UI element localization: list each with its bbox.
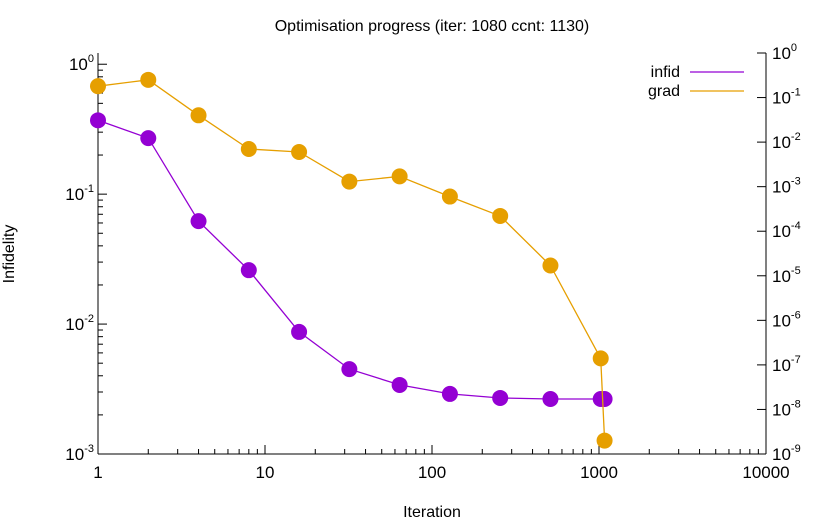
data-point-infid (240, 262, 257, 279)
data-point-grad (291, 143, 308, 160)
series-line-infid (97, 119, 605, 400)
y2-tick-label: 10-4 (772, 220, 801, 241)
y2-tick-label: 10-6 (772, 309, 801, 330)
x-tick-label: 10000 (742, 463, 789, 482)
data-point-grad (190, 107, 207, 124)
y2-tick-label: 10-1 (772, 87, 801, 108)
data-point-infid (291, 323, 308, 340)
data-point-grad (592, 350, 609, 367)
data-point-infid (391, 376, 408, 393)
x-tick-label: 10 (256, 463, 275, 482)
data-point-grad (391, 168, 408, 185)
x-tick-label: 1000 (580, 463, 618, 482)
legend-label-grad: grad (648, 83, 680, 100)
y2-tick-label: 10-3 (772, 176, 801, 197)
y2-tick-label: 10-7 (772, 354, 801, 375)
series-line-grad (97, 79, 606, 441)
data-point-grad (492, 207, 509, 224)
x-axis-label: Iteration (403, 504, 461, 521)
y2-tick-label: 10-5 (772, 265, 801, 286)
data-point-infid (492, 389, 509, 406)
data-point-grad (341, 173, 358, 190)
y-tick-label: 10-1 (65, 183, 94, 204)
data-point-grad (240, 141, 257, 158)
y-tick-label: 10-2 (65, 313, 94, 334)
data-point-grad (140, 71, 157, 88)
data-point-infid (90, 112, 106, 129)
data-point-grad (90, 78, 106, 95)
y-tick-label: 10-3 (65, 443, 94, 464)
data-point-grad (542, 257, 559, 274)
series-layer (90, 71, 613, 449)
x-tick-label: 1 (93, 463, 102, 482)
y2-tick-label: 100 (772, 42, 797, 63)
legend-label-infid: infid (651, 64, 680, 81)
x-axis-ticks: 1 10 100 1000 10000 (93, 445, 790, 482)
y2-tick-label: 10-9 (772, 443, 801, 464)
y2-tick-label: 10-8 (772, 398, 801, 419)
data-point-infid (596, 391, 613, 408)
y-tick-label: 100 (69, 53, 94, 74)
data-point-infid (140, 130, 157, 147)
y2-tick-label: 10-2 (772, 131, 801, 152)
y-axis-label: Infidelity (1, 225, 18, 284)
data-point-grad (441, 188, 458, 205)
y2-axis-ticks: 100 10-1 10-2 10-3 10-4 10-5 10-6 10-7 10-8 10-9 (757, 42, 801, 464)
legend: infid grad (648, 64, 744, 100)
x-tick-label: 100 (418, 463, 446, 482)
data-point-infid (190, 213, 207, 230)
y-axis-ticks: 100 10-1 10-2 10-3 (65, 53, 107, 464)
data-point-infid (542, 391, 559, 408)
data-point-infid (441, 385, 458, 402)
chart-title: Optimisation progress (iter: 1080 ccnt: … (275, 18, 590, 35)
data-point-infid (341, 361, 358, 378)
data-point-grad (596, 432, 613, 449)
